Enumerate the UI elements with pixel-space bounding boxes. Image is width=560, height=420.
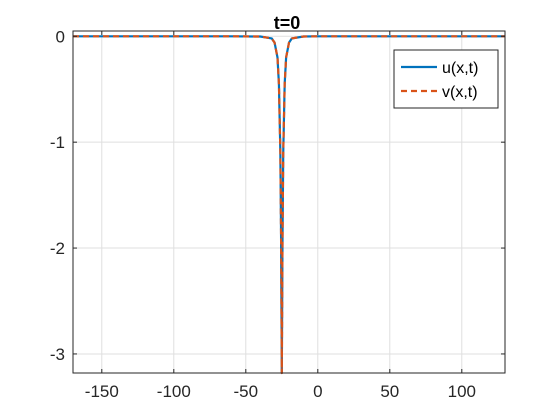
x-tick-label: 50 bbox=[380, 382, 399, 401]
legend-label: v(x,t) bbox=[442, 84, 478, 101]
x-tick-label: -150 bbox=[85, 382, 119, 401]
y-tick-label: 0 bbox=[56, 27, 65, 46]
y-tick-label: -2 bbox=[50, 239, 65, 258]
y-tick-label: -3 bbox=[50, 345, 65, 364]
x-tick-labels: -150 -100 -50 0 50 100 bbox=[85, 382, 476, 401]
x-tick-label: 0 bbox=[313, 382, 322, 401]
chart-title: t=0 bbox=[274, 13, 301, 33]
x-tick-label: 100 bbox=[448, 382, 476, 401]
x-tick-label: -50 bbox=[234, 382, 259, 401]
y-tick-label: -1 bbox=[50, 133, 65, 152]
y-tick-labels: 0 -1 -2 -3 bbox=[50, 27, 65, 364]
x-tick-label: -100 bbox=[157, 382, 191, 401]
legend-label: u(x,t) bbox=[442, 60, 478, 77]
legend: u(x,t) v(x,t) bbox=[394, 50, 498, 108]
